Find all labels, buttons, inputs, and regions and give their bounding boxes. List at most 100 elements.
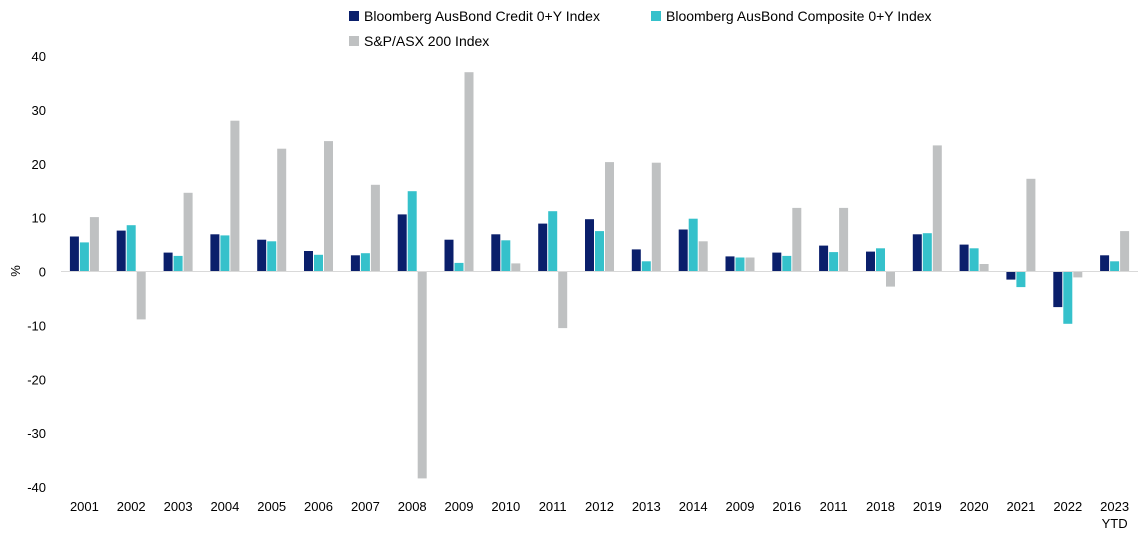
x-tick-label: 2004 <box>210 499 239 514</box>
bar-composite-2009 <box>454 262 464 272</box>
bar-asx200-2013 <box>651 162 661 272</box>
y-tick-label: -30 <box>27 426 46 441</box>
bar-composite-2016 <box>782 255 792 272</box>
bar-asx200-2010 <box>511 263 521 272</box>
x-tick-label: 2012 <box>585 499 614 514</box>
bar-composite-2020 <box>969 248 979 272</box>
y-tick-label: -20 <box>27 372 46 387</box>
bar-credit-2007 <box>350 255 360 272</box>
y-tick-label: 10 <box>32 211 46 226</box>
bar-asx200-2011 <box>558 271 568 329</box>
bar-composite-2009 <box>735 257 745 272</box>
bar-asx200-2005 <box>277 148 287 272</box>
y-tick-label: -10 <box>27 318 46 333</box>
bar-credit-2011 <box>819 245 829 272</box>
bar-composite-2013 <box>641 261 651 272</box>
legend: Bloomberg AusBond Credit 0+Y Index Bloom… <box>349 8 932 49</box>
x-tick-label: 2016 <box>772 499 801 514</box>
bar-composite-2011 <box>829 252 839 272</box>
x-tick-label: 2005 <box>257 499 286 514</box>
x-tick-label: 2009 <box>445 499 474 514</box>
bar-composite-2006 <box>314 254 323 272</box>
bar-credit-2016 <box>772 252 782 272</box>
bar-credit-2006 <box>304 251 313 272</box>
bar-credit-2014 <box>678 229 688 272</box>
bar-asx200-2001 <box>89 217 99 272</box>
bar-composite-2019 <box>922 233 932 272</box>
bar-composite-2011 <box>548 211 558 272</box>
x-tick-label: 2018 <box>866 499 895 514</box>
bar-credit-2002 <box>116 230 126 272</box>
y-tick-label: 30 <box>32 103 46 118</box>
x-tick-label: 2014 <box>679 499 708 514</box>
x-tick-label: 2001 <box>70 499 99 514</box>
bar-asx200-2002 <box>136 271 146 320</box>
bar-credit-2023 <box>1100 255 1110 272</box>
y-axis: 40 30 20 10 0 -10 -20 -30 -40 <box>27 49 46 495</box>
x-tick-label: 2006 <box>304 499 333 514</box>
legend-swatch-asx200 <box>349 36 359 46</box>
bar-credit-2022 <box>1053 271 1063 308</box>
bar-composite-2003 <box>173 255 183 272</box>
x-tick-label: 2003 <box>164 499 193 514</box>
bar-credit-2010 <box>491 234 501 272</box>
y-axis-label: % <box>8 265 23 277</box>
bar-composite-2010 <box>501 240 511 272</box>
bar-asx200-2003 <box>183 192 193 272</box>
bar-asx200-2009 <box>464 72 474 272</box>
bar-credit-2013 <box>631 249 641 272</box>
bar-asx200-2019 <box>932 145 942 272</box>
bar-credit-2011 <box>538 223 548 272</box>
bar-asx200-2022 <box>1073 271 1083 278</box>
bar-asx200-2021 <box>1026 178 1036 272</box>
x-tick-label: 2007 <box>351 499 380 514</box>
bar-credit-2018 <box>866 251 875 272</box>
bar-composite-2012 <box>595 231 604 272</box>
bar-composite-2002 <box>126 225 136 272</box>
y-tick-label: 20 <box>32 157 46 172</box>
x-tick-label: 2023 <box>1100 499 1129 514</box>
bar-asx200-2004 <box>230 120 240 272</box>
bar-asx200-2023 <box>1120 231 1130 272</box>
bar-asx200-2014 <box>698 241 708 272</box>
bar-composite-2018 <box>876 248 885 272</box>
x-tick-label: 2013 <box>632 499 661 514</box>
x-tick-label: 2010 <box>491 499 520 514</box>
bar-credit-2020 <box>959 244 969 272</box>
x-axis: 2001 2002 2003 2004 2005 2006 2007 2008 2009 2010… <box>70 499 1129 531</box>
bar-composite-2005 <box>267 241 277 272</box>
legend-label-asx200: S&P/ASX 200 Index <box>364 33 489 49</box>
bar-asx200-2011 <box>839 207 849 272</box>
bar-credit-2001 <box>69 236 79 272</box>
x-tick-label: 2022 <box>1053 499 1082 514</box>
y-tick-label: 40 <box>32 49 46 64</box>
bar-asx200-2008 <box>417 271 427 479</box>
x-tick-sublabel: YTD <box>1102 516 1128 531</box>
bar-composite-2001 <box>79 242 89 272</box>
bar-asx200-2006 <box>324 141 333 272</box>
bar-composite-2014 <box>688 218 698 272</box>
bar-credit-2009 <box>444 239 454 272</box>
bar-asx200-2012 <box>605 162 614 272</box>
y-tick-label: 0 <box>39 265 46 280</box>
x-tick-label: 2019 <box>913 499 942 514</box>
bar-credit-2009 <box>725 256 735 272</box>
bar-composite-2022 <box>1063 271 1073 324</box>
bar-credit-2003 <box>163 252 173 272</box>
bar-credit-2004 <box>210 234 220 272</box>
bar-asx200-2020 <box>979 264 989 272</box>
bar-composite-2008 <box>407 191 417 272</box>
x-tick-label: 2009 <box>726 499 755 514</box>
legend-label-credit: Bloomberg AusBond Credit 0+Y Index <box>364 8 600 24</box>
bar-asx200-2007 <box>370 184 380 272</box>
x-tick-label: 2020 <box>960 499 989 514</box>
bar-credit-2021 <box>1006 271 1016 280</box>
bar-credit-2019 <box>912 234 922 272</box>
legend-swatch-credit <box>349 11 359 21</box>
bar-composite-2004 <box>220 235 230 272</box>
y-tick-label: -40 <box>27 480 46 495</box>
x-tick-label: 2008 <box>398 499 427 514</box>
bar-asx200-2018 <box>886 271 895 287</box>
